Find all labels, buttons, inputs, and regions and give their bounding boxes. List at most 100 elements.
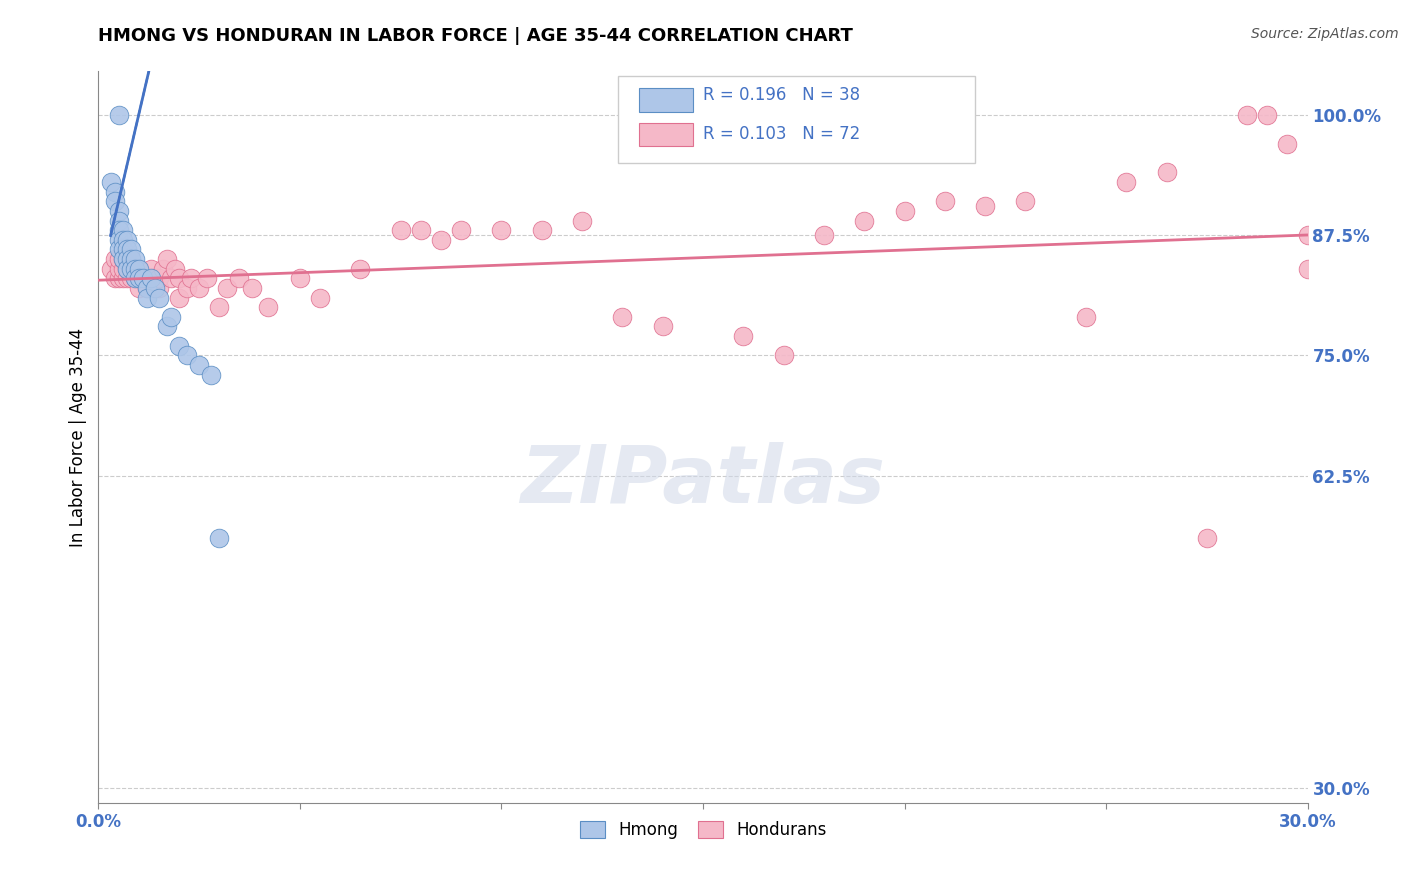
Hmong: [176, 348, 198, 362]
Hmong: [167, 338, 190, 352]
Hondurans: [107, 271, 129, 285]
Hmong: [124, 252, 146, 266]
Hondurans: [240, 281, 263, 295]
Hondurans: [853, 213, 876, 227]
Hondurans: [217, 281, 239, 295]
Hondurans: [120, 252, 142, 266]
Hondurans: [120, 271, 142, 285]
Hondurans: [733, 329, 755, 343]
Hmong: [128, 261, 150, 276]
Hmong: [100, 175, 122, 189]
Hondurans: [288, 271, 311, 285]
Hondurans: [152, 261, 174, 276]
Hondurans: [813, 227, 835, 242]
Hmong: [124, 261, 146, 276]
Legend: Hmong, Hondurans: Hmong, Hondurans: [572, 814, 834, 846]
Hondurans: [124, 261, 146, 276]
Hondurans: [156, 252, 179, 266]
Hondurans: [107, 252, 129, 266]
Hondurans: [228, 271, 250, 285]
Hmong: [115, 233, 138, 247]
Hondurans: [180, 271, 202, 285]
Hmong: [103, 194, 125, 209]
Hmong: [139, 271, 162, 285]
Hondurans: [132, 271, 155, 285]
Hondurans: [128, 281, 150, 295]
Hondurans: [571, 213, 593, 227]
Hmong: [111, 223, 134, 237]
Hondurans: [111, 252, 134, 266]
Hmong: [132, 271, 155, 285]
Hmong: [107, 233, 129, 247]
Hondurans: [160, 271, 183, 285]
Hondurans: [1115, 175, 1137, 189]
Hmong: [111, 233, 134, 247]
Hmong: [143, 281, 166, 295]
Hmong: [124, 271, 146, 285]
FancyBboxPatch shape: [638, 88, 693, 112]
Hondurans: [139, 271, 162, 285]
Hondurans: [135, 281, 157, 295]
Text: R = 0.103   N = 72: R = 0.103 N = 72: [703, 125, 860, 144]
Hondurans: [1236, 108, 1258, 122]
Hondurans: [530, 223, 553, 237]
Hmong: [148, 291, 170, 305]
Hondurans: [128, 261, 150, 276]
Hmong: [160, 310, 183, 324]
Hondurans: [115, 261, 138, 276]
Hondurans: [772, 348, 794, 362]
Hondurans: [103, 271, 125, 285]
Hondurans: [1195, 531, 1218, 545]
Hondurans: [120, 261, 142, 276]
Hondurans: [163, 261, 186, 276]
Hmong: [135, 291, 157, 305]
Hondurans: [1074, 310, 1097, 324]
Hondurans: [124, 271, 146, 285]
Hmong: [115, 252, 138, 266]
Hondurans: [309, 291, 332, 305]
Hondurans: [1296, 227, 1319, 242]
FancyBboxPatch shape: [619, 77, 976, 163]
Hondurans: [491, 223, 513, 237]
Y-axis label: In Labor Force | Age 35-44: In Labor Force | Age 35-44: [69, 327, 87, 547]
Hondurans: [1296, 261, 1319, 276]
Hmong: [156, 319, 179, 334]
Hondurans: [349, 261, 371, 276]
Hondurans: [111, 271, 134, 285]
Hondurans: [195, 271, 218, 285]
Text: ZIPatlas: ZIPatlas: [520, 442, 886, 520]
Hondurans: [139, 261, 162, 276]
Hondurans: [450, 223, 472, 237]
Hmong: [188, 358, 211, 372]
Hondurans: [208, 300, 231, 314]
Hmong: [111, 243, 134, 257]
Hondurans: [100, 261, 122, 276]
Hondurans: [430, 233, 453, 247]
Hondurans: [389, 223, 412, 237]
Hondurans: [111, 261, 134, 276]
Hmong: [107, 108, 129, 122]
Hondurans: [148, 271, 170, 285]
Hmong: [200, 368, 222, 382]
Hondurans: [893, 203, 915, 218]
Hondurans: [974, 199, 997, 213]
FancyBboxPatch shape: [638, 122, 693, 146]
Hmong: [107, 213, 129, 227]
Hmong: [120, 261, 142, 276]
Text: R = 0.196   N = 38: R = 0.196 N = 38: [703, 86, 860, 103]
Hondurans: [115, 252, 138, 266]
Hondurans: [148, 281, 170, 295]
Hmong: [103, 185, 125, 199]
Hondurans: [107, 261, 129, 276]
Hondurans: [176, 281, 198, 295]
Hmong: [120, 243, 142, 257]
Hondurans: [651, 319, 673, 334]
Hondurans: [256, 300, 278, 314]
Hondurans: [103, 252, 125, 266]
Hmong: [107, 203, 129, 218]
Hondurans: [167, 291, 190, 305]
Hmong: [115, 243, 138, 257]
Hondurans: [135, 271, 157, 285]
Hondurans: [934, 194, 956, 209]
Hmong: [115, 261, 138, 276]
